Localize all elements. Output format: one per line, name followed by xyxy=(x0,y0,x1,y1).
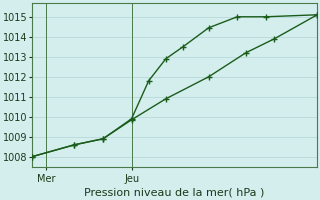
X-axis label: Pression niveau de la mer( hPa ): Pression niveau de la mer( hPa ) xyxy=(84,187,265,197)
